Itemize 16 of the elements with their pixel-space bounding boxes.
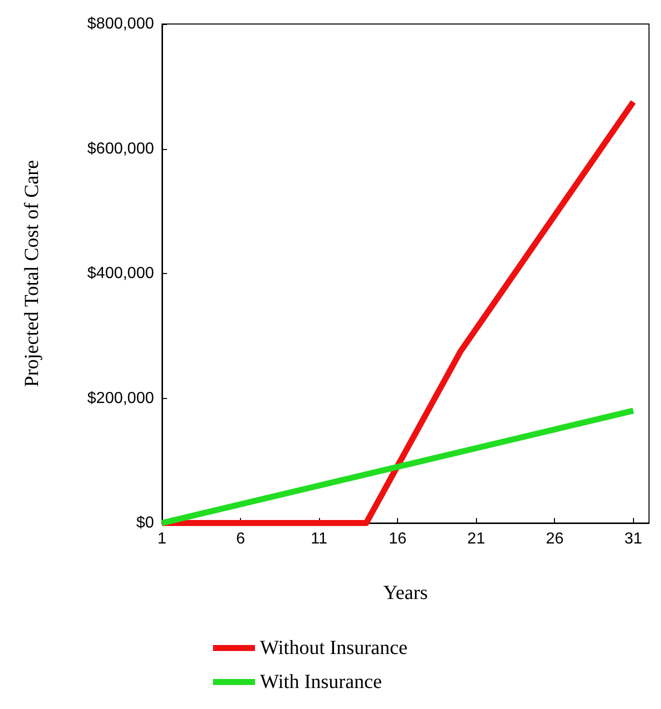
x-tick-label: 1 bbox=[158, 530, 167, 548]
x-tick-label: 26 bbox=[546, 530, 564, 548]
y-tick-label: $800,000 bbox=[87, 16, 154, 32]
y-tick-label: $600,000 bbox=[87, 140, 154, 158]
y-axis-title: Projected Total Cost of Care bbox=[21, 160, 43, 388]
x-tick-label: 6 bbox=[236, 530, 246, 548]
x-axis-title: Years bbox=[383, 582, 428, 604]
x-tick-label: 11 bbox=[310, 530, 328, 548]
y-tick-label: $0 bbox=[136, 514, 154, 532]
x-tick-label: 16 bbox=[388, 530, 407, 548]
legend-label: With Insurance bbox=[260, 671, 382, 693]
y-tick-label: $200,000 bbox=[87, 390, 154, 407]
x-tick-label: 21 bbox=[467, 530, 486, 548]
legend-label: Without Insurance bbox=[260, 637, 408, 659]
x-tick-label: 31 bbox=[624, 530, 642, 548]
y-tick-label: $400,000 bbox=[87, 265, 154, 282]
